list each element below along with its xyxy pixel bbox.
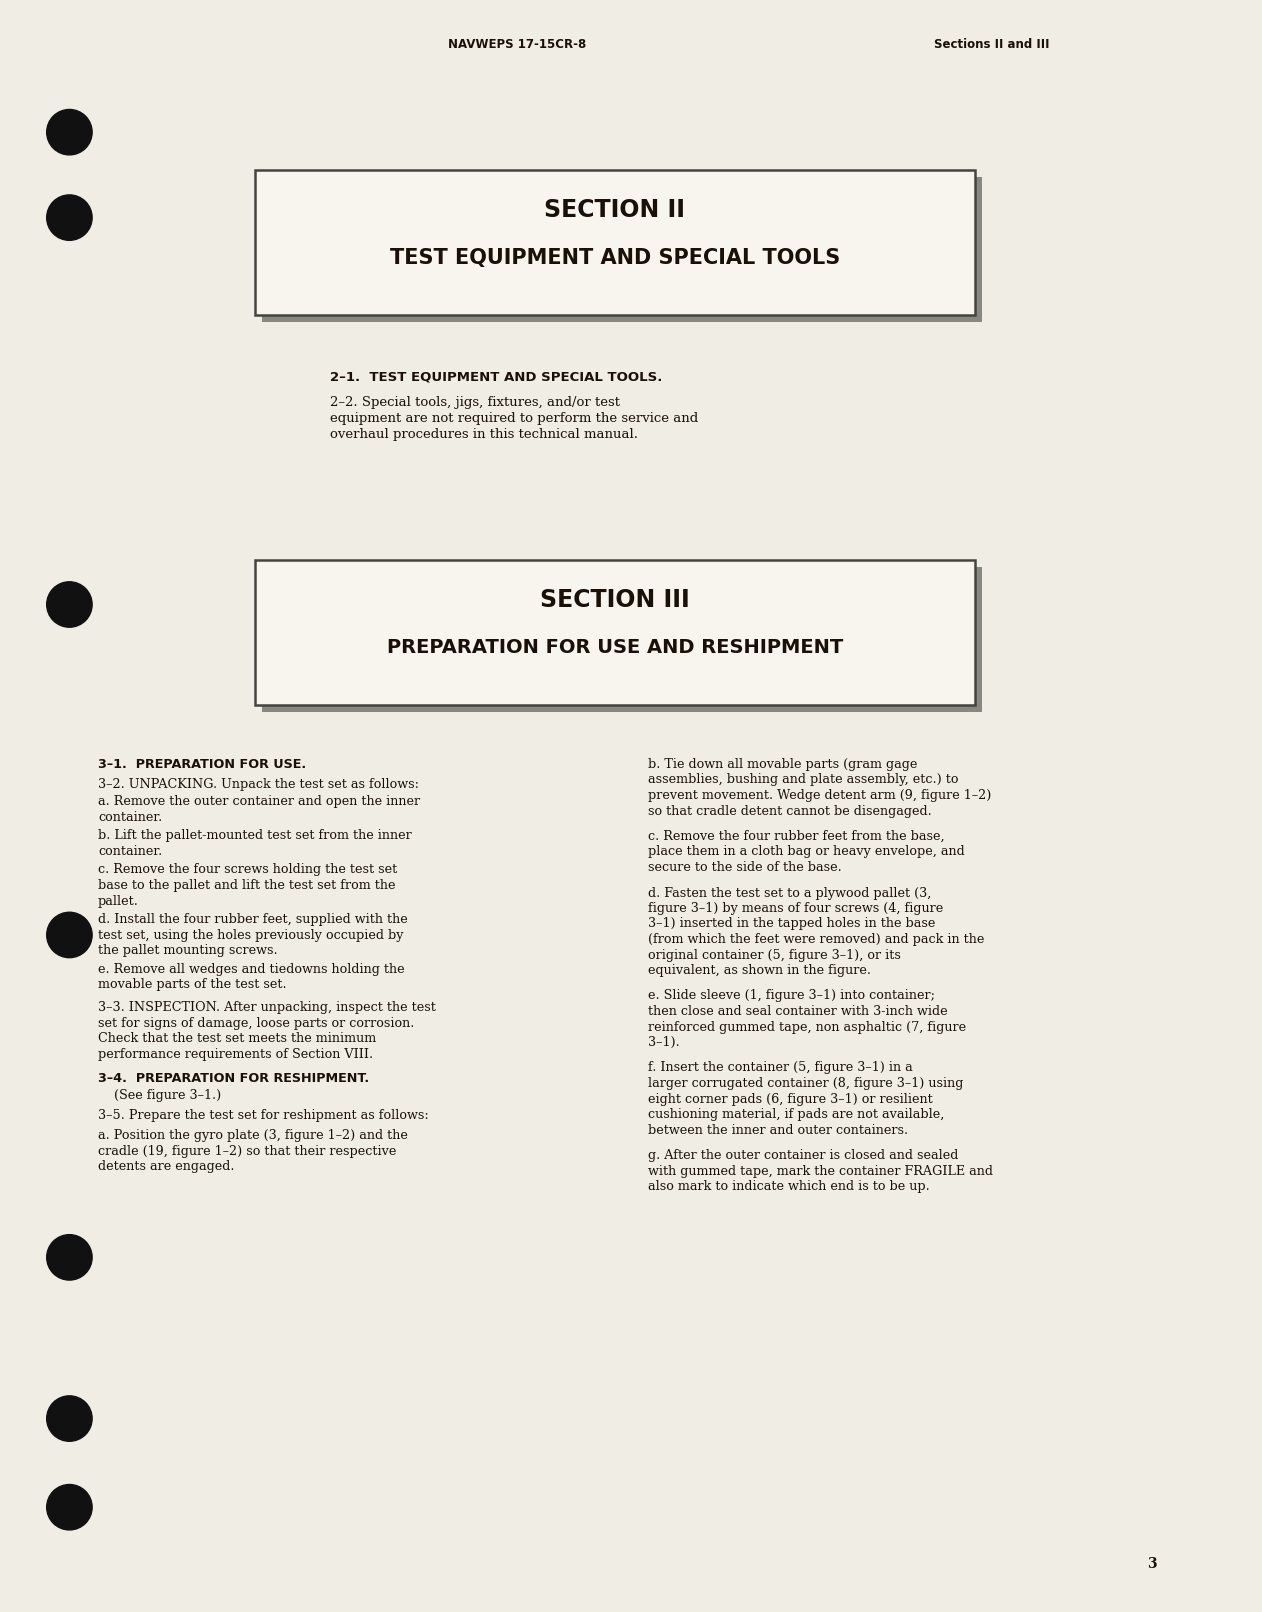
Text: cradle (19, figure 1–2) so that their respective: cradle (19, figure 1–2) so that their re…	[98, 1145, 396, 1157]
Text: b. Lift the pallet-mounted test set from the inner: b. Lift the pallet-mounted test set from…	[98, 830, 411, 843]
Circle shape	[47, 110, 92, 155]
Text: 3–5. Prepare the test set for reshipment as follows:: 3–5. Prepare the test set for reshipment…	[98, 1109, 429, 1122]
Text: e. Slide sleeve (1, figure 3–1) into container;: e. Slide sleeve (1, figure 3–1) into con…	[647, 990, 935, 1003]
Text: test set, using the holes previously occupied by: test set, using the holes previously occ…	[98, 929, 404, 941]
Text: a. Remove the outer container and open the inner: a. Remove the outer container and open t…	[98, 795, 420, 809]
Text: c. Remove the four screws holding the test set: c. Remove the four screws holding the te…	[98, 864, 398, 877]
Text: then close and seal container with 3-inch wide: then close and seal container with 3-inc…	[647, 1004, 948, 1019]
Circle shape	[47, 195, 92, 240]
Text: 2–2. Special tools, jigs, fixtures, and/or test: 2–2. Special tools, jigs, fixtures, and/…	[329, 397, 620, 409]
Circle shape	[47, 1485, 92, 1530]
Text: 3–1).: 3–1).	[647, 1037, 680, 1049]
Bar	[262, 567, 982, 713]
Text: container.: container.	[98, 845, 163, 858]
Text: container.: container.	[98, 811, 163, 824]
Text: NAVWEPS 17-15CR-8: NAVWEPS 17-15CR-8	[448, 39, 587, 52]
Text: movable parts of the test set.: movable parts of the test set.	[98, 978, 286, 991]
Text: e. Remove all wedges and tiedowns holding the: e. Remove all wedges and tiedowns holdin…	[98, 962, 405, 975]
Text: d. Fasten the test set to a plywood pallet (3,: d. Fasten the test set to a plywood pall…	[647, 887, 931, 899]
Text: the pallet mounting screws.: the pallet mounting screws.	[98, 945, 278, 958]
Text: g. After the outer container is closed and sealed: g. After the outer container is closed a…	[647, 1149, 958, 1162]
Text: place them in a cloth bag or heavy envelope, and: place them in a cloth bag or heavy envel…	[647, 846, 964, 859]
Text: 3–4.  PREPARATION FOR RESHIPMENT.: 3–4. PREPARATION FOR RESHIPMENT.	[98, 1072, 369, 1085]
Text: reinforced gummed tape, non asphaltic (7, figure: reinforced gummed tape, non asphaltic (7…	[647, 1020, 967, 1033]
Text: overhaul procedures in this technical manual.: overhaul procedures in this technical ma…	[329, 429, 639, 442]
Text: also mark to indicate which end is to be up.: also mark to indicate which end is to be…	[647, 1180, 930, 1193]
Text: equivalent, as shown in the figure.: equivalent, as shown in the figure.	[647, 964, 871, 977]
Text: cushioning material, if pads are not available,: cushioning material, if pads are not ava…	[647, 1107, 944, 1120]
Text: PREPARATION FOR USE AND RESHIPMENT: PREPARATION FOR USE AND RESHIPMENT	[387, 638, 843, 658]
Text: figure 3–1) by means of four screws (4, figure: figure 3–1) by means of four screws (4, …	[647, 903, 943, 916]
Text: b. Tie down all movable parts (gram gage: b. Tie down all movable parts (gram gage	[647, 758, 917, 771]
Text: between the inner and outer containers.: between the inner and outer containers.	[647, 1124, 909, 1136]
Text: with gummed tape, mark the container FRAGILE and: with gummed tape, mark the container FRA…	[647, 1164, 993, 1177]
Circle shape	[47, 912, 92, 958]
Text: prevent movement. Wedge detent arm (9, figure 1–2): prevent movement. Wedge detent arm (9, f…	[647, 788, 992, 803]
Text: 3–2. UNPACKING. Unpack the test set as follows:: 3–2. UNPACKING. Unpack the test set as f…	[98, 779, 419, 791]
Text: 3–3. INSPECTION. After unpacking, inspect the test: 3–3. INSPECTION. After unpacking, inspec…	[98, 1001, 435, 1014]
Text: base to the pallet and lift the test set from the: base to the pallet and lift the test set…	[98, 879, 395, 891]
Text: Check that the test set meets the minimum: Check that the test set meets the minimu…	[98, 1033, 376, 1046]
Text: pallet.: pallet.	[98, 895, 139, 908]
Text: 3: 3	[1147, 1557, 1157, 1572]
Text: c. Remove the four rubber feet from the base,: c. Remove the four rubber feet from the …	[647, 830, 945, 843]
Text: larger corrugated container (8, figure 3–1) using: larger corrugated container (8, figure 3…	[647, 1077, 963, 1090]
Text: secure to the side of the base.: secure to the side of the base.	[647, 861, 842, 874]
Text: equipment are not required to perform the service and: equipment are not required to perform th…	[329, 413, 698, 426]
Text: 3–1.  PREPARATION FOR USE.: 3–1. PREPARATION FOR USE.	[98, 758, 307, 771]
Bar	[262, 177, 982, 322]
Text: d. Install the four rubber feet, supplied with the: d. Install the four rubber feet, supplie…	[98, 912, 408, 925]
Text: a. Position the gyro plate (3, figure 1–2) and the: a. Position the gyro plate (3, figure 1–…	[98, 1128, 408, 1141]
Text: (See figure 3–1.): (See figure 3–1.)	[98, 1090, 221, 1103]
Text: TEST EQUIPMENT AND SPECIAL TOOLS: TEST EQUIPMENT AND SPECIAL TOOLS	[390, 248, 840, 268]
Bar	[255, 169, 976, 314]
Text: f. Insert the container (5, figure 3–1) in a: f. Insert the container (5, figure 3–1) …	[647, 1061, 912, 1075]
Text: 3–1) inserted in the tapped holes in the base: 3–1) inserted in the tapped holes in the…	[647, 917, 935, 930]
Text: SECTION II: SECTION II	[544, 198, 685, 222]
Text: SECTION III: SECTION III	[540, 588, 690, 613]
Text: so that cradle detent cannot be disengaged.: so that cradle detent cannot be disengag…	[647, 804, 931, 817]
Circle shape	[47, 1235, 92, 1280]
Text: (from which the feet were removed) and pack in the: (from which the feet were removed) and p…	[647, 933, 984, 946]
Bar	[255, 559, 976, 704]
Text: performance requirements of Section VIII.: performance requirements of Section VIII…	[98, 1048, 374, 1061]
Circle shape	[47, 1396, 92, 1441]
Text: 2–1.  TEST EQUIPMENT AND SPECIAL TOOLS.: 2–1. TEST EQUIPMENT AND SPECIAL TOOLS.	[329, 371, 663, 384]
Text: Sections II and III: Sections II and III	[934, 39, 1050, 52]
Text: detents are engaged.: detents are engaged.	[98, 1161, 235, 1174]
Text: eight corner pads (6, figure 3–1) or resilient: eight corner pads (6, figure 3–1) or res…	[647, 1093, 933, 1106]
Text: assemblies, bushing and plate assembly, etc.) to: assemblies, bushing and plate assembly, …	[647, 774, 959, 787]
Text: original container (5, figure 3–1), or its: original container (5, figure 3–1), or i…	[647, 948, 901, 961]
Text: set for signs of damage, loose parts or corrosion.: set for signs of damage, loose parts or …	[98, 1017, 414, 1030]
Circle shape	[47, 582, 92, 627]
